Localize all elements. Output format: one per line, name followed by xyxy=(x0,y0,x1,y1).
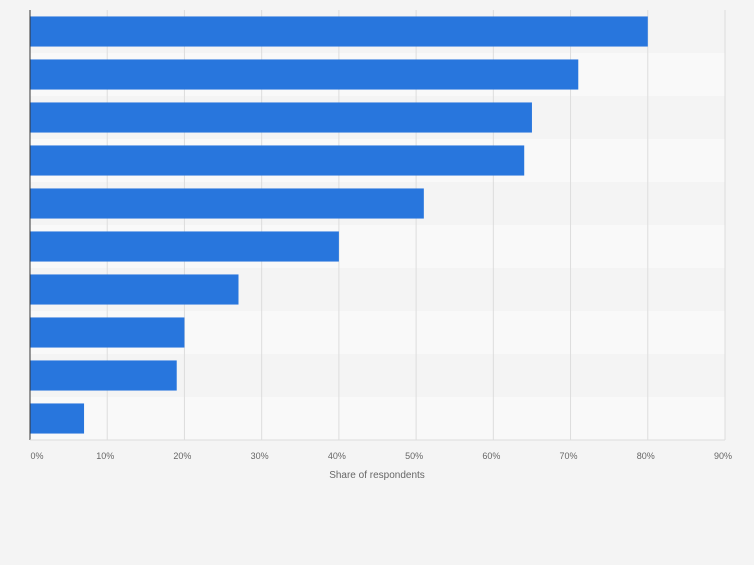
bar[interactable] xyxy=(30,188,424,219)
bar[interactable] xyxy=(30,403,85,434)
bar[interactable] xyxy=(30,274,239,305)
x-tick-label: 80% xyxy=(637,451,655,461)
x-tick-label: 70% xyxy=(560,451,578,461)
x-tick-label: 0% xyxy=(30,451,43,461)
x-tick-label: 50% xyxy=(405,451,423,461)
x-tick-label: 90% xyxy=(714,451,732,461)
bar[interactable] xyxy=(30,59,579,90)
x-tick-label: 10% xyxy=(96,451,114,461)
x-axis-label: Share of respondents xyxy=(329,470,425,481)
x-tick-label: 60% xyxy=(482,451,500,461)
bar[interactable] xyxy=(30,102,532,133)
bar[interactable] xyxy=(30,317,185,348)
x-tick-labels: 0% 10% 20% 30% 40% 50% 60% 70% 80% 90% xyxy=(30,451,732,461)
x-tick-label: 40% xyxy=(328,451,346,461)
axes xyxy=(29,10,725,441)
x-tick-label: 20% xyxy=(173,451,191,461)
row-band xyxy=(30,397,725,440)
bar[interactable] xyxy=(30,145,525,176)
bar[interactable] xyxy=(30,16,648,47)
x-tick-label: 30% xyxy=(251,451,269,461)
bar[interactable] xyxy=(30,360,177,391)
bars xyxy=(30,16,648,434)
bar[interactable] xyxy=(30,231,339,262)
